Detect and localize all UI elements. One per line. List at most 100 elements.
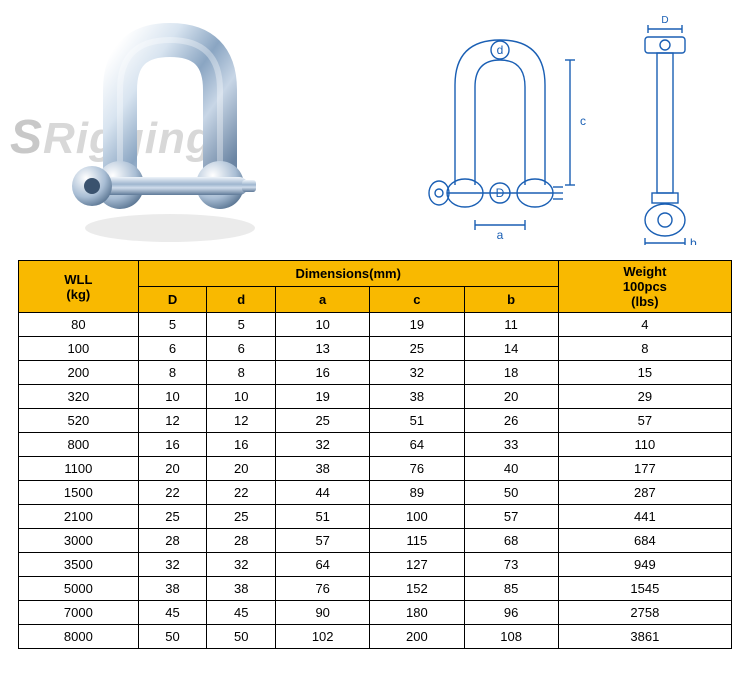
watermark-part1: S [10,111,43,164]
table-cell-d: 45 [207,601,276,625]
diagram-label-b: b [690,236,697,245]
table-cell-b: 33 [464,433,558,457]
table-cell-a: 25 [276,409,370,433]
col-header-weight: Weight 100pcs (lbs) [558,261,731,313]
table-cell-d: 25 [207,505,276,529]
table-cell-D: 28 [138,529,207,553]
diagram-label-a: a [497,228,504,242]
table-cell-D: 12 [138,409,207,433]
col-header-wll: WLL (kg) [19,261,139,313]
table-row: 15002222448950287 [19,481,732,505]
table-row: 80551019114 [19,313,732,337]
table-cell-a: 19 [276,385,370,409]
diagram-label-D2: D [661,15,668,26]
table-row: 800050501022001083861 [19,625,732,649]
table-row: 350032326412773949 [19,553,732,577]
table-cell-d: 8 [207,361,276,385]
top-illustration-section: SRigging [0,0,750,260]
table-cell-w: 29 [558,385,731,409]
table-cell-D: 45 [138,601,207,625]
table-row: 300028285711568684 [19,529,732,553]
table-cell-D: 32 [138,553,207,577]
table-cell-b: 73 [464,553,558,577]
table-cell-w: 949 [558,553,731,577]
table-cell-b: 96 [464,601,558,625]
table-cell-c: 89 [370,481,464,505]
table-cell-w: 4 [558,313,731,337]
table-cell-c: 100 [370,505,464,529]
table-cell-b: 20 [464,385,558,409]
table-cell-c: 127 [370,553,464,577]
table-cell-d: 50 [207,625,276,649]
table-cell-b: 85 [464,577,558,601]
table-cell-a: 38 [276,457,370,481]
table-cell-w: 1545 [558,577,731,601]
table-cell-w: 684 [558,529,731,553]
table-cell-c: 200 [370,625,464,649]
table-cell-wll: 1100 [19,457,139,481]
table-cell-a: 102 [276,625,370,649]
table-row: 7000454590180962758 [19,601,732,625]
table-cell-wll: 520 [19,409,139,433]
table-cell-wll: 8000 [19,625,139,649]
table-cell-d: 5 [207,313,276,337]
table-cell-wll: 80 [19,313,139,337]
table-cell-wll: 7000 [19,601,139,625]
table-cell-wll: 2100 [19,505,139,529]
table-row: 520121225512657 [19,409,732,433]
table-cell-b: 26 [464,409,558,433]
table-cell-D: 20 [138,457,207,481]
col-header-dimensions: Dimensions(mm) [138,261,558,287]
table-header: WLL (kg) Dimensions(mm) Weight 100pcs (l… [19,261,732,313]
diagram-label-c: c [580,114,586,128]
table-cell-d: 32 [207,553,276,577]
table-cell-wll: 1500 [19,481,139,505]
table-cell-b: 68 [464,529,558,553]
table-cell-wll: 3000 [19,529,139,553]
table-cell-w: 2758 [558,601,731,625]
table-cell-b: 40 [464,457,558,481]
table-cell-D: 5 [138,313,207,337]
table-row: 320101019382029 [19,385,732,409]
table-cell-d: 6 [207,337,276,361]
table-row: 210025255110057441 [19,505,732,529]
col-header-D: D [138,287,207,313]
table-cell-d: 38 [207,577,276,601]
table-cell-c: 38 [370,385,464,409]
table-cell-D: 16 [138,433,207,457]
table-cell-d: 22 [207,481,276,505]
col-header-a: a [276,287,370,313]
col-header-b: b [464,287,558,313]
table-row: 8001616326433110 [19,433,732,457]
table-cell-w: 441 [558,505,731,529]
table-cell-d: 10 [207,385,276,409]
table-cell-w: 15 [558,361,731,385]
table-cell-D: 6 [138,337,207,361]
table-cell-d: 12 [207,409,276,433]
col-header-c: c [370,287,464,313]
table-cell-a: 13 [276,337,370,361]
table-cell-b: 18 [464,361,558,385]
table-cell-c: 152 [370,577,464,601]
table-cell-a: 90 [276,601,370,625]
table-cell-c: 180 [370,601,464,625]
table-cell-D: 50 [138,625,207,649]
shackle-product-image [40,10,300,250]
table-cell-d: 16 [207,433,276,457]
table-cell-c: 64 [370,433,464,457]
table-row: 5000383876152851545 [19,577,732,601]
table-cell-D: 22 [138,481,207,505]
table-cell-b: 11 [464,313,558,337]
table-cell-c: 32 [370,361,464,385]
table-cell-a: 44 [276,481,370,505]
table-cell-c: 76 [370,457,464,481]
specifications-table: WLL (kg) Dimensions(mm) Weight 100pcs (l… [18,260,732,649]
table-cell-D: 25 [138,505,207,529]
table-cell-b: 108 [464,625,558,649]
table-cell-a: 16 [276,361,370,385]
table-cell-wll: 320 [19,385,139,409]
table-cell-wll: 200 [19,361,139,385]
table-cell-wll: 100 [19,337,139,361]
table-cell-c: 25 [370,337,464,361]
table-cell-a: 32 [276,433,370,457]
